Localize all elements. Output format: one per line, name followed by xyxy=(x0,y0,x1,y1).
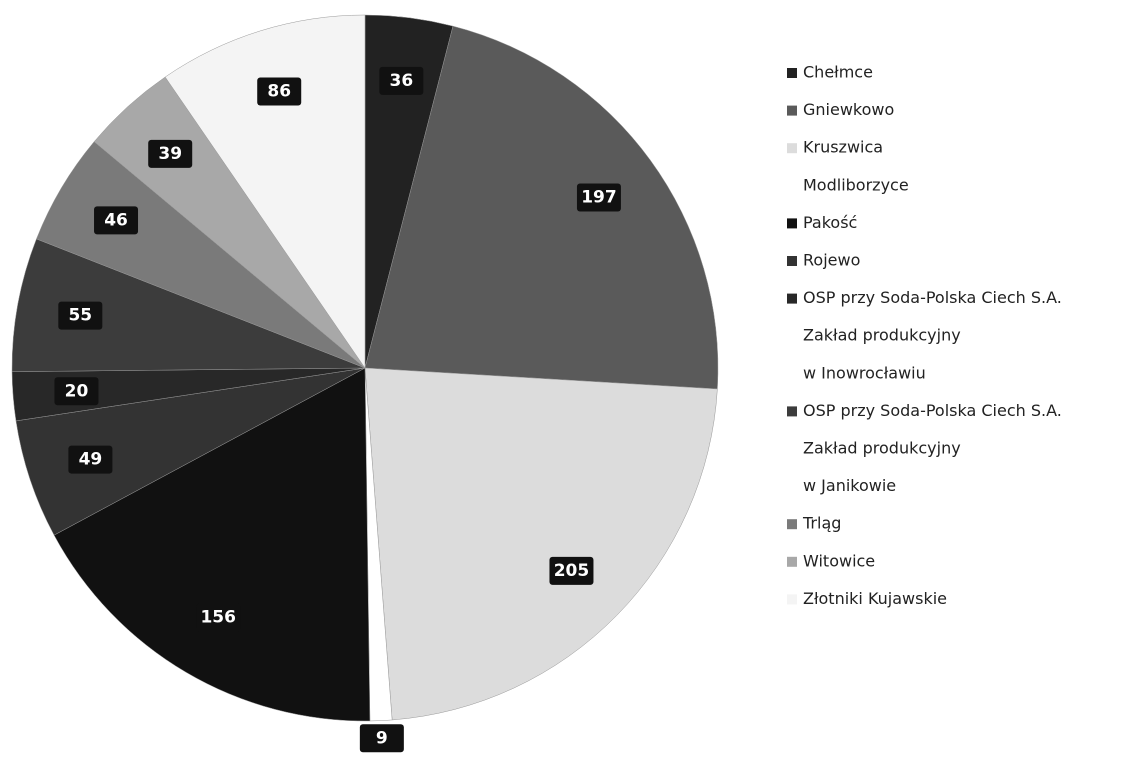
data-label: 55 xyxy=(68,306,92,326)
legend-marker xyxy=(787,68,797,78)
legend-marker xyxy=(787,218,797,229)
legend-label: Trląg xyxy=(802,514,841,533)
legend-marker xyxy=(787,256,797,266)
data-label: 205 xyxy=(554,561,590,581)
label-box xyxy=(58,301,103,330)
pie-slice xyxy=(164,14,366,369)
legend-marker xyxy=(787,406,797,417)
legend-label: Zakład produkcyjny xyxy=(803,326,961,345)
legend-marker xyxy=(787,556,797,567)
legend-marker xyxy=(787,519,797,530)
label-box xyxy=(94,206,139,235)
data-label: 20 xyxy=(65,381,89,401)
pie-slice xyxy=(364,25,719,390)
label-box xyxy=(148,139,193,168)
label-box xyxy=(196,603,241,632)
label-box xyxy=(54,377,99,406)
data-label: 39 xyxy=(158,144,182,164)
data-label: 49 xyxy=(79,450,103,470)
legend-marker xyxy=(787,105,797,116)
legend-label: w Inowrocławiu xyxy=(803,363,926,382)
label-box xyxy=(576,183,621,212)
legend-label: w Janikowie xyxy=(803,476,896,495)
legend-label: Rojewo xyxy=(803,251,860,270)
data-label: 86 xyxy=(267,82,291,102)
data-label: 46 xyxy=(104,210,128,230)
data-label: 9 xyxy=(376,728,388,748)
legend-label: Witowice xyxy=(803,551,875,570)
legend-label: Kruszwica xyxy=(803,138,883,157)
legend-label: Zakład produkcyjny xyxy=(803,439,961,458)
legend-marker xyxy=(787,180,797,191)
data-label: 156 xyxy=(200,607,236,627)
label-box xyxy=(379,66,424,95)
legend-marker xyxy=(787,293,797,304)
label-box xyxy=(68,445,113,474)
pie-slice xyxy=(53,367,371,722)
legend-marker xyxy=(787,143,797,154)
data-label: 36 xyxy=(390,71,414,91)
legend-label: Chełmce xyxy=(803,63,873,82)
legend-label: Gniewkowo xyxy=(803,100,894,119)
legend-label: OSP przy Soda-Polska Ciech S.A. xyxy=(803,401,1062,420)
legend-label: Złotniki Kujawskie xyxy=(803,589,947,608)
label-box xyxy=(549,556,594,585)
legend-marker xyxy=(787,594,797,605)
legend-label: Pakość xyxy=(803,213,857,232)
label-box xyxy=(359,724,404,753)
legend-label: OSP przy Soda-Polska Ciech S.A. xyxy=(803,288,1062,307)
data-label: 197 xyxy=(581,188,617,208)
pie-slice xyxy=(364,367,718,721)
pie-slice xyxy=(11,238,366,372)
label-box xyxy=(257,77,302,106)
legend-label: Modliborzyce xyxy=(803,175,909,194)
